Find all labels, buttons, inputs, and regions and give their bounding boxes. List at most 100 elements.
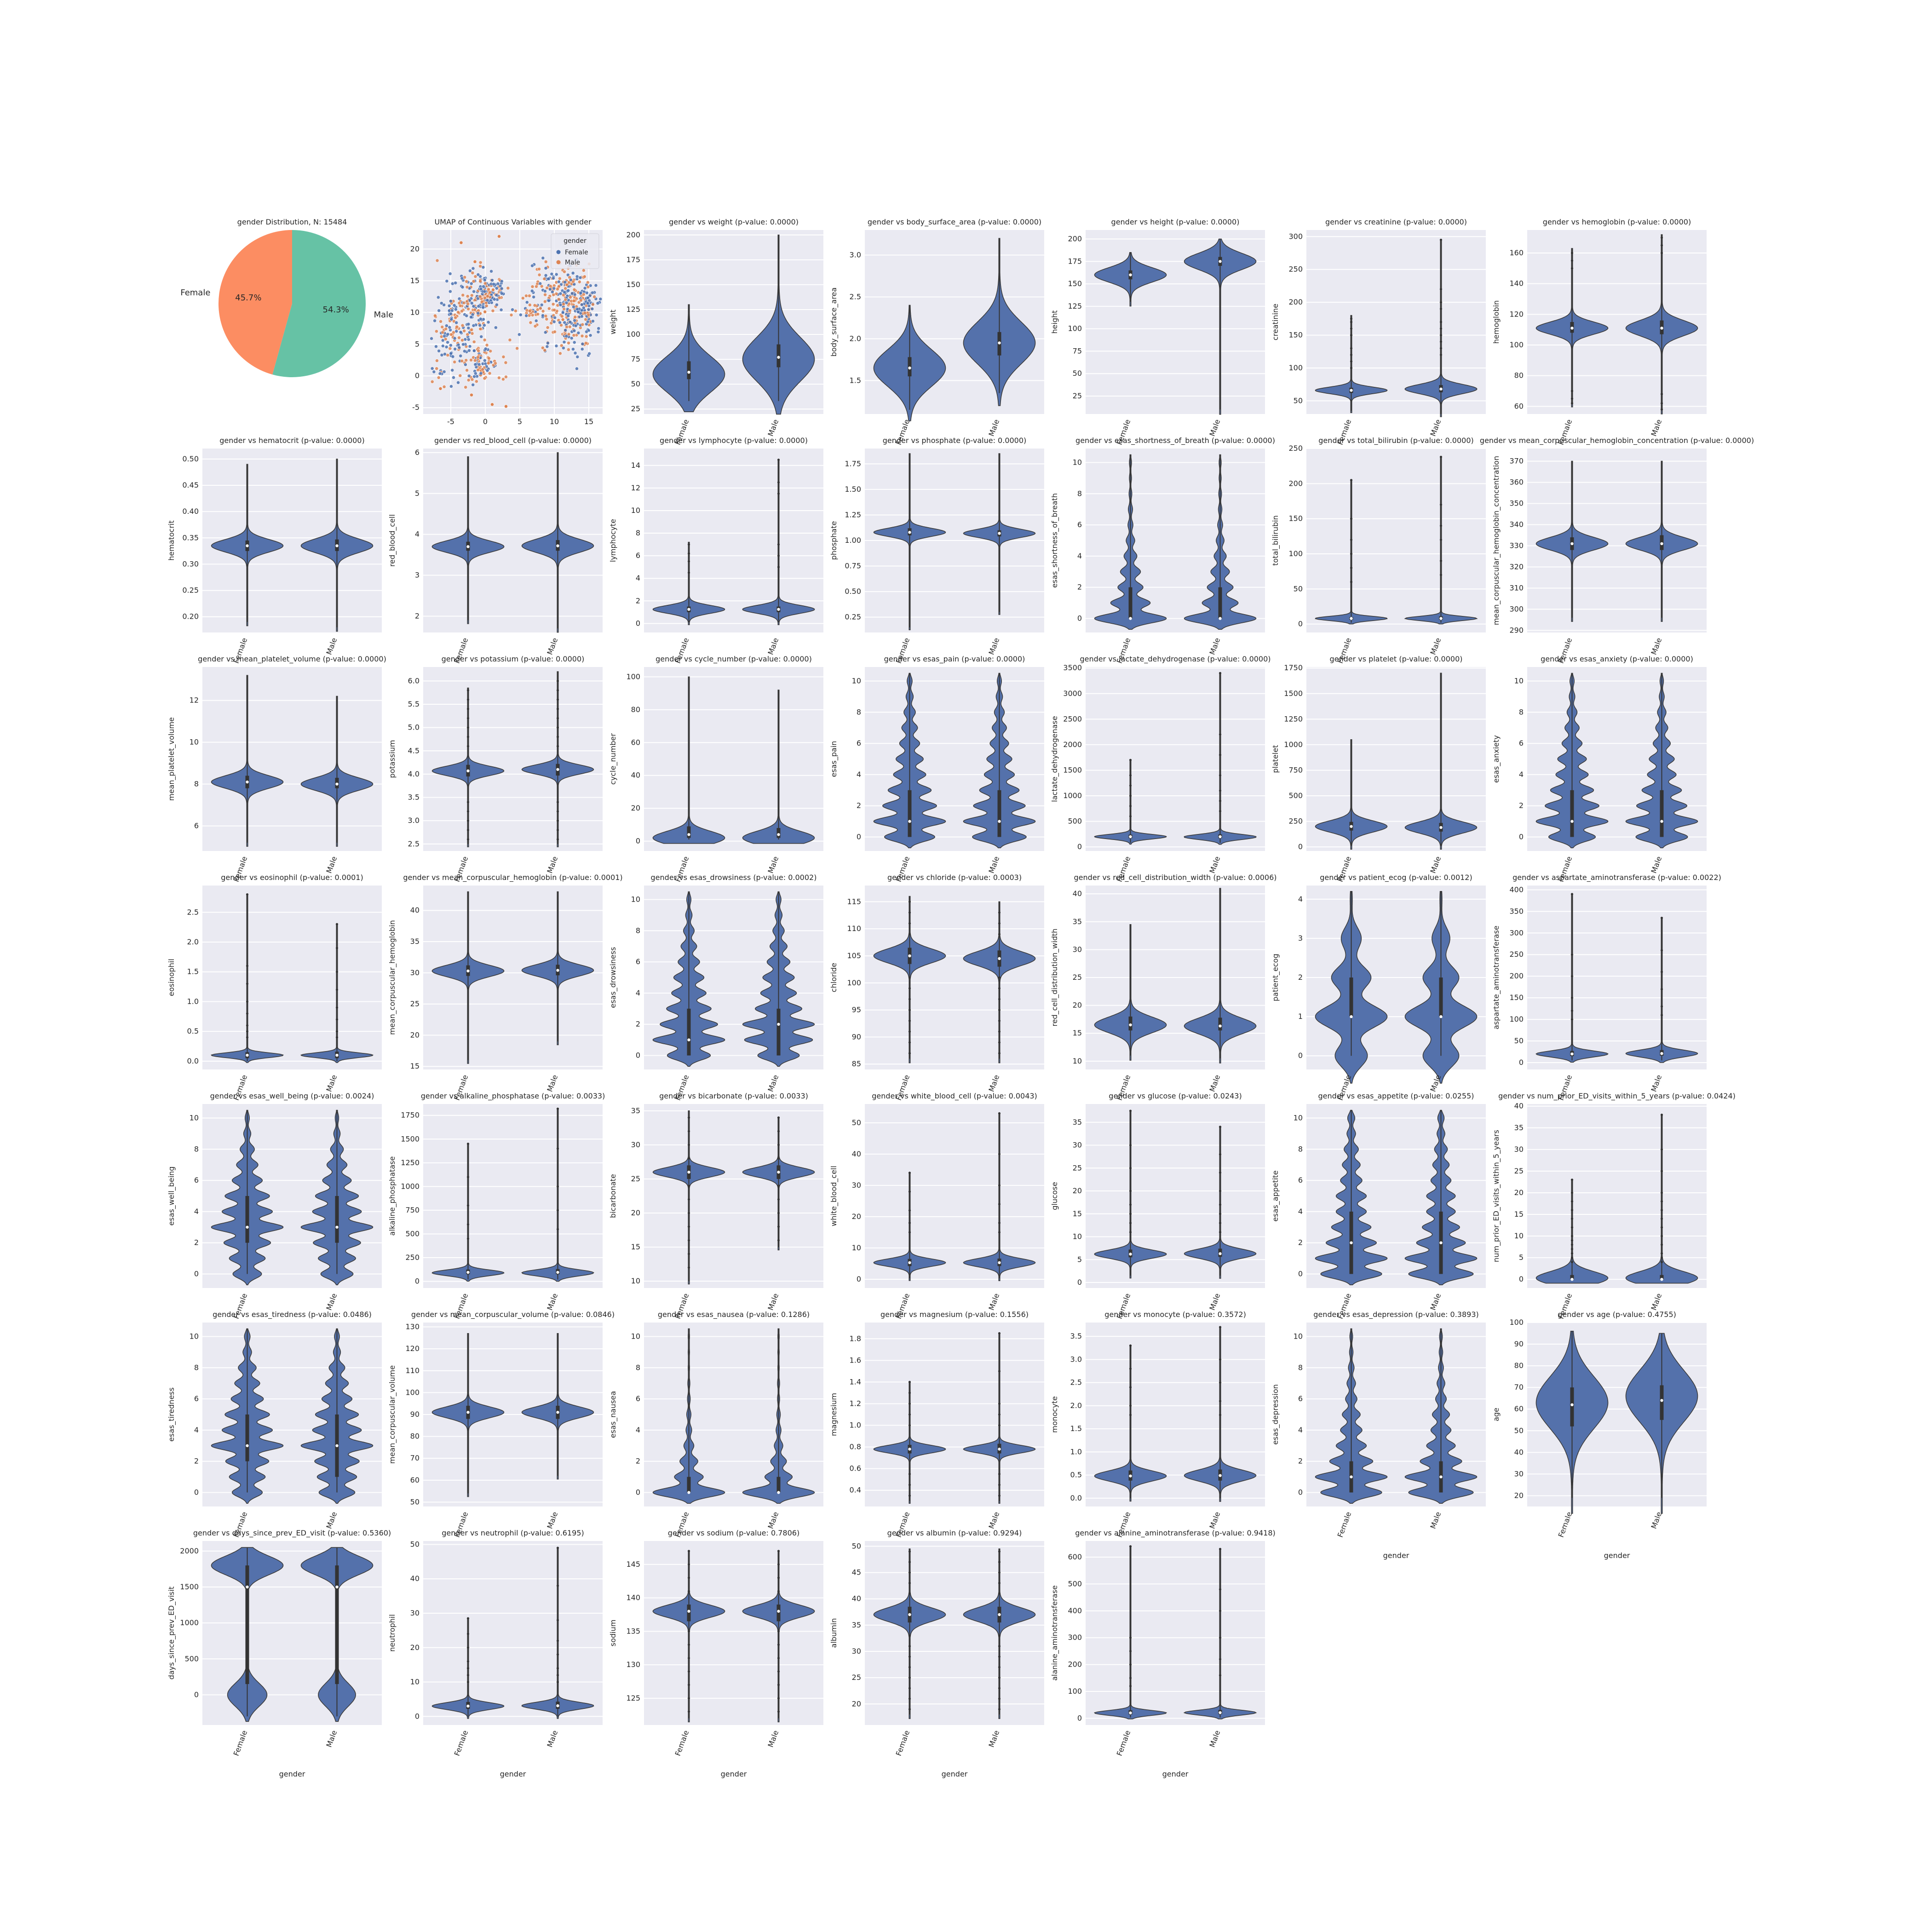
scatter-point bbox=[472, 289, 476, 293]
y-tick-label: 100 bbox=[626, 672, 640, 681]
violin-outlier bbox=[1219, 1126, 1222, 1128]
y-tick-label: 0 bbox=[194, 1269, 199, 1278]
y-tick-label: 5 bbox=[415, 489, 420, 498]
y-tick-label: 0.5 bbox=[1070, 1471, 1082, 1479]
scatter-point bbox=[557, 280, 561, 284]
scatter-point bbox=[515, 346, 519, 351]
scatter-point bbox=[544, 314, 548, 318]
violin-outlier bbox=[1129, 1386, 1132, 1389]
violin-outlier bbox=[1350, 317, 1353, 320]
violin-outlier bbox=[777, 554, 780, 557]
y-tick-label: 1000 bbox=[180, 1618, 199, 1627]
violin-median bbox=[1439, 617, 1443, 620]
scatter-point bbox=[472, 323, 476, 328]
violin-median bbox=[1219, 1474, 1222, 1477]
y-tick-label: 2 bbox=[194, 1457, 199, 1466]
scatter-point bbox=[471, 266, 475, 270]
scatter-point bbox=[544, 273, 548, 277]
violin-outlier bbox=[777, 1590, 780, 1593]
scatter-point bbox=[590, 307, 594, 311]
violin-median bbox=[1570, 542, 1574, 546]
violin-median bbox=[1570, 1277, 1574, 1281]
violin-outlier bbox=[998, 1676, 1001, 1679]
y-tick-label: 50 bbox=[1073, 369, 1082, 378]
violin-box bbox=[687, 1604, 691, 1622]
violin-chart: 0 5 10 15 20 25 30 35 gender vs glucose (p-value… bbox=[1050, 1092, 1265, 1320]
scatter-point bbox=[485, 368, 489, 373]
y-tick-label: 4 bbox=[857, 770, 861, 779]
scatter-point bbox=[571, 347, 575, 351]
violin-median bbox=[687, 833, 690, 836]
scatter-point bbox=[586, 301, 590, 305]
violin-outlier bbox=[1129, 1344, 1132, 1347]
scatter-point bbox=[596, 330, 600, 334]
violin-outlier bbox=[1219, 1400, 1222, 1403]
violin-median bbox=[908, 1448, 911, 1451]
scatter-point bbox=[563, 290, 566, 294]
scatter-point bbox=[443, 337, 448, 341]
plot-background bbox=[644, 1541, 823, 1725]
y-tick-label: 100 bbox=[1068, 324, 1082, 333]
violin-outlier bbox=[246, 1000, 249, 1003]
y-tick-label: 750 bbox=[405, 1206, 420, 1214]
violin-median bbox=[777, 1491, 780, 1494]
violin-outlier bbox=[777, 458, 780, 461]
violin-box bbox=[776, 828, 781, 838]
x-tick-label: Male bbox=[545, 855, 559, 874]
violin-median bbox=[687, 1170, 690, 1174]
scatter-point bbox=[462, 329, 466, 333]
legend-entry: Female bbox=[565, 249, 588, 256]
scatter-point bbox=[442, 385, 446, 389]
y-tick-label: 10 bbox=[1073, 1232, 1082, 1241]
violin-outlier bbox=[998, 1634, 1001, 1637]
violin-outlier bbox=[1570, 1191, 1574, 1194]
x-tick-label: Male bbox=[1208, 637, 1222, 656]
y-tick-label: 5 bbox=[415, 339, 420, 348]
y-tick-label: 10 bbox=[1294, 1332, 1303, 1341]
y-tick-label: 1.00 bbox=[845, 536, 861, 545]
scatter-point bbox=[578, 276, 582, 280]
violin-outlier bbox=[1439, 455, 1443, 458]
y-tick-label: 10 bbox=[1073, 1057, 1082, 1065]
y-tick-label: 0.6 bbox=[850, 1464, 861, 1473]
scatter-point bbox=[497, 296, 501, 300]
violin-outlier bbox=[1129, 805, 1132, 807]
scatter-point bbox=[577, 280, 581, 284]
violin-outlier bbox=[687, 1144, 690, 1146]
violin-outlier bbox=[556, 810, 559, 813]
chart-title: gender vs creatinine (p-value: 0.0000) bbox=[1325, 218, 1467, 226]
x-tick-label: Male bbox=[1649, 1292, 1663, 1311]
scatter-point bbox=[540, 284, 544, 288]
violin-outlier bbox=[777, 1198, 780, 1201]
y-tick-label: 200 bbox=[1068, 235, 1082, 243]
violin-outlier bbox=[777, 481, 780, 484]
y-tick-label: 200 bbox=[1068, 1660, 1082, 1669]
violin-median bbox=[1129, 835, 1132, 839]
y-tick-label: 40 bbox=[631, 771, 640, 780]
scatter-point bbox=[441, 344, 445, 348]
violin-outlier bbox=[908, 1019, 911, 1022]
y-tick-label: 125 bbox=[626, 305, 640, 314]
y-tick-label: 30 bbox=[410, 968, 420, 977]
scatter-point bbox=[552, 320, 556, 324]
violin-outlier bbox=[1660, 252, 1663, 254]
scatter-point bbox=[459, 241, 463, 245]
violin-outlier bbox=[777, 492, 780, 495]
y-tick-label: 4 bbox=[194, 1426, 199, 1434]
y-tick-label: 20 bbox=[852, 1699, 861, 1708]
y-axis-label: total_bilirubin bbox=[1271, 515, 1280, 566]
y-tick-label: 8 bbox=[1298, 1144, 1303, 1153]
x-axis-label: gender bbox=[1604, 1551, 1630, 1560]
violin-outlier bbox=[1219, 1326, 1222, 1328]
violin-outlier bbox=[908, 1008, 911, 1012]
violin-outlier bbox=[908, 1644, 911, 1648]
y-tick-label: 5 bbox=[1519, 1253, 1524, 1262]
violin-box bbox=[1128, 587, 1133, 619]
scatter-point bbox=[591, 302, 595, 306]
y-tick-label: 150 bbox=[626, 280, 640, 289]
violin-box bbox=[1218, 1018, 1222, 1031]
scatter-point bbox=[466, 322, 471, 326]
scatter-point bbox=[495, 303, 499, 307]
violin-outlier bbox=[908, 1172, 911, 1174]
